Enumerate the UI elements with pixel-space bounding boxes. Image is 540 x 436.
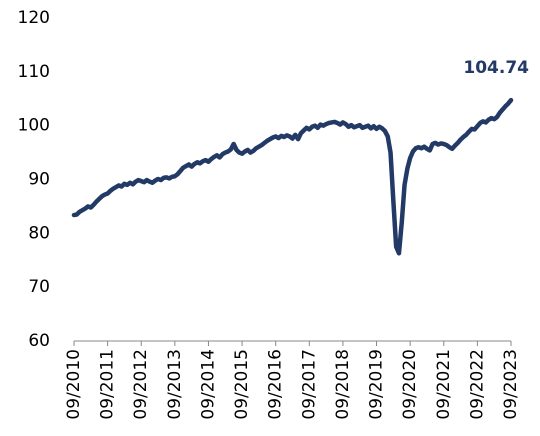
y-tick-label: 90 [28, 170, 50, 190]
x-tick-label: 09/2022 [467, 349, 487, 420]
x-tick-label: 09/2021 [434, 349, 454, 420]
y-tick-label: 120 [18, 8, 50, 28]
x-tick-label: 09/2012 [131, 349, 151, 420]
x-tick-label: 09/2013 [165, 349, 185, 420]
x-tick-label: 09/2016 [266, 349, 286, 420]
x-tick-label: 09/2019 [367, 349, 387, 420]
series-line [71, 97, 514, 256]
y-tick-label: 110 [18, 62, 50, 82]
y-tick-label: 70 [28, 277, 50, 297]
x-tick-label: 09/2010 [64, 349, 84, 420]
x-tick-label: 09/2015 [232, 349, 252, 420]
y-tick-label: 100 [18, 116, 50, 136]
x-tick-label: 09/2011 [98, 349, 118, 420]
x-tick-label: 09/2020 [400, 349, 420, 420]
y-tick-label: 80 [28, 223, 50, 243]
x-tick-label: 09/2018 [333, 349, 353, 420]
x-tick-label: 09/2023 [501, 349, 521, 420]
x-tick-label: 09/2014 [198, 349, 218, 420]
y-tick-label: 60 [28, 331, 50, 351]
value-label: 104.74 [463, 58, 529, 78]
x-tick-label: 09/2017 [299, 349, 319, 420]
